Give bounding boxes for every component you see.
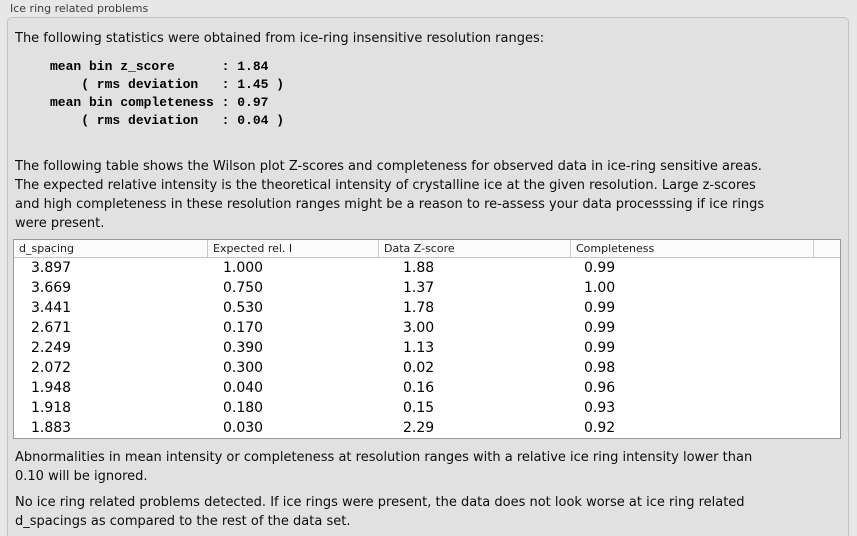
table-row[interactable]: 1.883 0.030 2.29 0.92 [14, 418, 840, 438]
cell-d-spacing: 3.441 [31, 300, 72, 316]
table-row[interactable]: 2.671 0.170 3.00 0.99 [14, 318, 840, 338]
cell-d-spacing: 3.897 [31, 260, 72, 276]
cell-data-z-score: 1.13 [403, 340, 435, 356]
table-header-row: d_spacing Expected rel. I Data Z-score C… [14, 240, 840, 258]
table-row[interactable]: 1.948 0.040 0.16 0.96 [14, 378, 840, 398]
cell-completeness: 0.99 [584, 320, 616, 336]
table-header-completeness[interactable]: Completeness [571, 240, 814, 257]
cell-d-spacing: 2.671 [31, 320, 72, 336]
ice-ring-groupbox: The following statistics were obtained f… [7, 17, 849, 536]
ice-ring-table[interactable]: d_spacing Expected rel. I Data Z-score C… [13, 239, 841, 439]
cell-completeness: 0.93 [584, 400, 616, 416]
cell-expected-rel-i: 0.390 [223, 340, 264, 356]
cell-d-spacing: 2.249 [31, 340, 72, 356]
ignore-threshold-note: Abnormalities in mean intensity or compl… [15, 450, 753, 484]
cell-expected-rel-i: 0.750 [223, 280, 264, 296]
cell-expected-rel-i: 1.000 [223, 260, 264, 276]
cell-completeness: 0.98 [584, 360, 616, 376]
cell-expected-rel-i: 0.030 [223, 420, 264, 436]
table-header-data-z-score[interactable]: Data Z-score [379, 240, 571, 257]
cell-data-z-score: 1.88 [403, 260, 435, 276]
cell-expected-rel-i: 0.040 [223, 380, 264, 396]
cell-data-z-score: 3.00 [403, 320, 435, 336]
table-header-expected-rel-i[interactable]: Expected rel. I [208, 240, 379, 257]
section-title: Ice ring related problems [10, 2, 149, 15]
cell-expected-rel-i: 0.180 [223, 400, 264, 416]
cell-d-spacing: 1.948 [31, 380, 72, 396]
cell-data-z-score: 2.29 [403, 420, 435, 436]
cell-completeness: 0.96 [584, 380, 616, 396]
cell-completeness: 1.00 [584, 280, 616, 296]
table-row[interactable]: 2.072 0.300 0.02 0.98 [14, 358, 840, 378]
cell-data-z-score: 0.02 [403, 360, 435, 376]
cell-d-spacing: 2.072 [31, 360, 72, 376]
table-header-d-spacing[interactable]: d_spacing [14, 240, 208, 257]
stats-summary-block: mean bin z_score : 1.84 ( rms deviation … [50, 59, 285, 128]
cell-data-z-score: 1.37 [403, 280, 435, 296]
conclusion-text: No ice ring related problems detected. I… [15, 495, 745, 529]
cell-completeness: 0.92 [584, 420, 616, 436]
cell-completeness: 0.99 [584, 300, 616, 316]
table-row[interactable]: 3.897 1.000 1.88 0.99 [14, 258, 840, 278]
cell-expected-rel-i: 0.300 [223, 360, 264, 376]
cell-completeness: 0.99 [584, 260, 616, 276]
table-description-text: The following table shows the Wilson plo… [15, 159, 765, 231]
cell-d-spacing: 3.669 [31, 280, 72, 296]
stats-intro-text: The following statistics were obtained f… [15, 31, 545, 46]
cell-d-spacing: 1.918 [31, 400, 72, 416]
table-row[interactable]: 3.441 0.530 1.78 0.99 [14, 298, 840, 318]
cell-expected-rel-i: 0.170 [223, 320, 264, 336]
cell-data-z-score: 0.16 [403, 380, 435, 396]
cell-completeness: 0.99 [584, 340, 616, 356]
table-row[interactable]: 3.669 0.750 1.37 1.00 [14, 278, 840, 298]
table-row[interactable]: 1.918 0.180 0.15 0.93 [14, 398, 840, 418]
cell-d-spacing: 1.883 [31, 420, 72, 436]
table-row[interactable]: 2.249 0.390 1.13 0.99 [14, 338, 840, 358]
cell-expected-rel-i: 0.530 [223, 300, 264, 316]
cell-data-z-score: 0.15 [403, 400, 435, 416]
table-header-empty [814, 240, 840, 257]
cell-data-z-score: 1.78 [403, 300, 435, 316]
